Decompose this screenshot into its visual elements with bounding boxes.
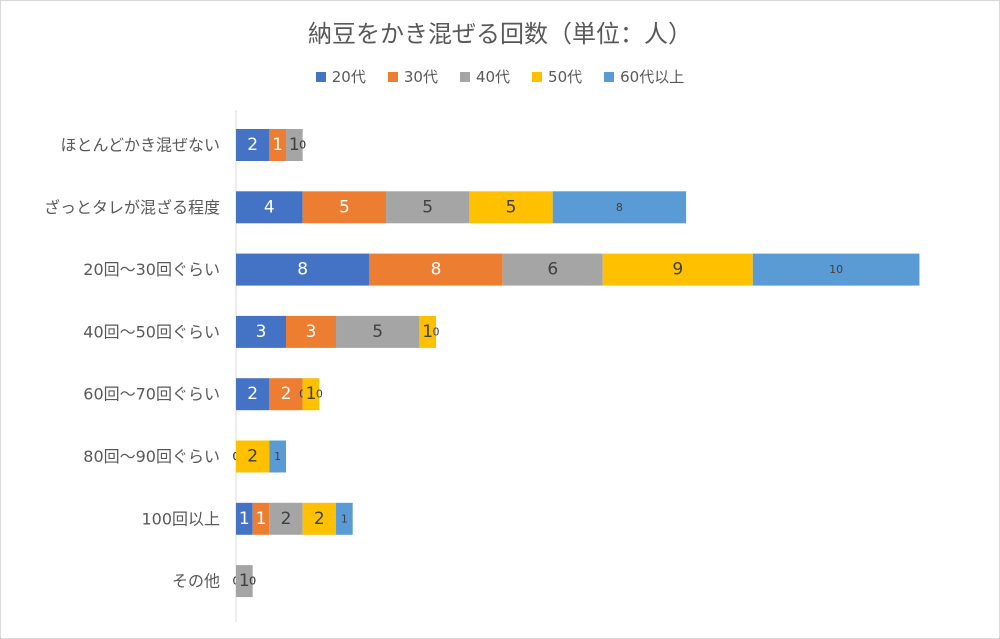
category-label: 100回以上: [141, 509, 220, 528]
data-label: 1: [239, 571, 250, 591]
bar-segment: [419, 315, 437, 348]
bar-segment: [469, 191, 553, 224]
bar-segment: [602, 253, 753, 286]
data-label: 3: [306, 322, 317, 342]
bar-segment: [236, 502, 253, 535]
data-label: 0: [249, 575, 256, 588]
category-label: 60回〜70回ぐらい: [83, 385, 220, 404]
bar-segment: [269, 502, 303, 535]
legend-swatch: [532, 71, 543, 82]
data-label: 3: [256, 322, 267, 342]
bar-segment: [236, 315, 287, 348]
bar-segment: [252, 502, 270, 535]
bar-segment: [286, 315, 337, 348]
data-label: 6: [547, 260, 558, 280]
data-label: 8: [431, 260, 442, 280]
bar-segment: [302, 378, 320, 411]
legend-label: 20代: [331, 68, 366, 86]
data-label: 5: [372, 322, 383, 342]
legend-item-4: 60代以上: [604, 66, 684, 87]
chart-title: 納豆をかき混ぜる回数（単位：人）: [308, 20, 692, 48]
category-label: 80回〜90回ぐらい: [83, 447, 220, 466]
data-label: 1: [272, 135, 283, 155]
data-label: 9: [672, 260, 683, 280]
category-label: ざっとタレが混ざる程度: [44, 198, 220, 217]
bar-segment: [336, 315, 420, 348]
bar-segment: [236, 565, 253, 598]
data-label: 4: [264, 197, 275, 217]
data-label: 2: [247, 447, 258, 467]
legend-item-0: 20代: [315, 66, 366, 87]
category-label: 40回〜50回ぐらい: [83, 322, 220, 341]
data-label: 0: [316, 388, 323, 401]
data-label: 2: [281, 384, 292, 404]
data-label: 8: [297, 260, 308, 280]
legend-label: 30代: [403, 68, 438, 86]
data-label: 1: [306, 384, 317, 404]
bar-segment: [386, 191, 470, 224]
data-label: 1: [341, 512, 348, 525]
bar-segment: [336, 502, 353, 535]
data-label: 2: [281, 509, 292, 529]
bar-segment: [369, 253, 503, 286]
bar-segment: [236, 440, 270, 473]
data-label: 2: [314, 509, 325, 529]
data-label: 1: [239, 509, 250, 529]
bar-segment: [502, 253, 603, 286]
data-label: 1: [256, 509, 267, 529]
legend-item-1: 30代: [387, 66, 438, 87]
legend-item-3: 50代: [532, 66, 582, 87]
legend-label: 40代: [475, 68, 511, 86]
bar-segment: [302, 191, 387, 224]
data-label: 1: [422, 322, 433, 342]
legend: 20代 30代 40代 50代 60代以上: [0, 66, 1000, 87]
data-label: 10: [829, 263, 843, 276]
data-label: 0: [299, 139, 306, 152]
data-label: 0: [433, 325, 440, 338]
legend-swatch: [459, 71, 470, 82]
bar-segment: [269, 378, 303, 411]
data-label: 0: [249, 575, 256, 588]
category-label: その他: [172, 572, 220, 591]
category-label: ほとんどかき混ぜない: [60, 136, 220, 155]
data-label: 2: [247, 135, 258, 155]
data-label: 5: [339, 197, 350, 217]
bar-segment: [236, 129, 270, 161]
bar-segment: [269, 129, 287, 161]
bar-segment: [286, 129, 303, 161]
bar-segment: [302, 502, 337, 535]
data-label: 8: [616, 201, 623, 214]
category-label: 20回〜30回ぐらい: [83, 260, 220, 279]
bar-segment: [552, 191, 687, 224]
legend-item-2: 40代: [459, 66, 511, 87]
bar-segment: [269, 440, 287, 473]
data-label: 1: [274, 450, 281, 463]
legend-swatch: [387, 71, 398, 82]
legend-swatch: [315, 71, 326, 82]
data-label: 0: [299, 139, 306, 152]
data-label: 2: [247, 384, 258, 404]
data-label: 5: [422, 197, 433, 217]
bar-segment: [236, 253, 370, 286]
bar-segment: [236, 191, 303, 224]
bar-segment: [752, 253, 920, 286]
data-label: 5: [506, 197, 517, 217]
legend-label: 50代: [548, 68, 583, 86]
bar-segment: [236, 378, 270, 411]
legend-label: 60代以上: [620, 68, 685, 86]
data-label: 1: [289, 135, 300, 155]
legend-swatch: [604, 71, 615, 82]
